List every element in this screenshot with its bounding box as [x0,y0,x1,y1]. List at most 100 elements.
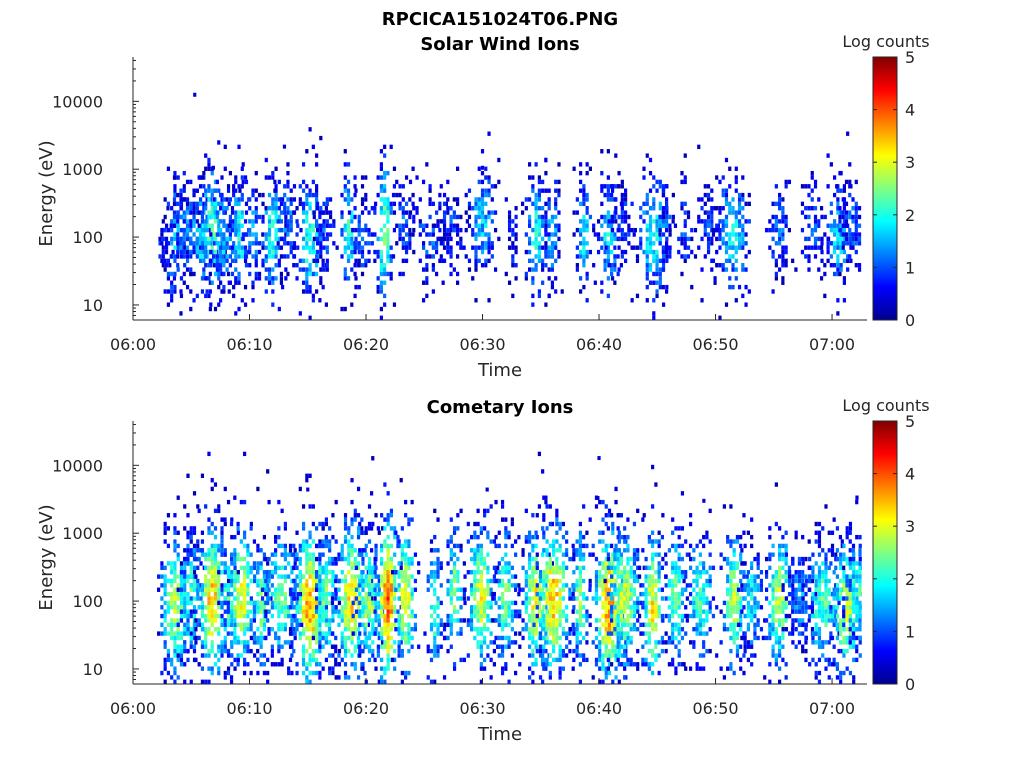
spectrogram-cell [232,284,236,290]
spectrogram-cell [449,219,453,224]
spectrogram-cell [544,223,548,228]
spectrogram-cell [210,613,214,619]
spectrogram-cell [170,578,174,584]
spectrogram-cell [367,648,372,654]
spectrogram-cell [289,227,293,233]
spectrogram-cell [680,254,684,259]
spectrogram-cell [380,543,384,549]
spectrogram-cell [213,482,218,487]
spectrogram-cell [173,596,177,601]
spectrogram-cell [212,263,216,268]
spectrogram-cell [486,552,490,557]
spectrogram-cell [328,640,332,645]
spectrogram-cell [305,219,309,224]
spectrogram-cell [807,258,811,264]
spectrogram-cell [301,543,306,549]
spectrogram-cell [186,657,190,663]
spectrogram-cell [204,644,208,649]
spectrogram-cell [397,648,401,654]
spectrogram-cell [807,214,811,220]
spectrogram-cell [836,223,840,228]
spectrogram-cell [315,587,319,592]
spectrogram-cell [259,653,263,658]
spectrogram-cell [277,197,281,202]
spectrogram-cell [542,548,546,553]
spectrogram-cell [747,249,751,255]
spectrogram-cell [210,530,214,535]
spectrogram-cell [829,241,833,246]
spectrogram-cell [350,241,354,246]
spectrogram-cell [623,249,628,255]
spectrogram-cell [356,635,361,641]
spectrogram-cell [179,188,183,193]
y-tick-label: 10000 [52,92,103,111]
spectrogram-cell [248,249,252,255]
spectrogram-cell [324,609,329,614]
spectrogram-cell [229,556,234,562]
spectrogram-cell [851,245,855,250]
spectrogram-cell [379,149,383,154]
spectrogram-cell [259,591,263,597]
spectrogram-cell [397,631,401,636]
spectrogram-cell [367,596,372,601]
spectrogram-burst [292,127,329,320]
spectrogram-cell [652,311,656,316]
spectrogram-cell [747,192,751,198]
spectrogram-cell [230,631,234,636]
spectrogram-cell [671,192,675,198]
spectrogram-cell [217,587,221,592]
spectrogram-cell [353,600,357,606]
spectrogram-cell [298,556,302,562]
spectrogram-cell [400,596,404,601]
spectrogram-cell [554,223,558,228]
spectrogram-cell [401,236,405,242]
spectrogram-cell [857,236,862,242]
spectrogram-cell [518,587,522,592]
spectrogram-cell [220,605,224,610]
spectrogram-cell [550,267,555,272]
spectrogram-cell [321,578,325,584]
spectrogram-cell [283,552,287,557]
spectrogram-cell [603,241,607,246]
spectrogram-cell [347,561,351,566]
spectrogram-cell [277,526,281,531]
spectrogram-cell [292,605,296,610]
spectrogram-cell [613,184,617,189]
spectrogram-cell [321,613,325,619]
spectrogram-cell [833,249,837,255]
spectrogram-cell [215,210,219,215]
spectrogram-cell [534,219,538,224]
spectrogram-cell [256,627,260,632]
spectrogram-cell [490,210,494,215]
spectrogram-cell [610,263,614,268]
spectrogram-cell [305,675,309,680]
spectrogram-cell [655,232,659,237]
spectrogram-cell [452,214,456,220]
spectrogram-cell [182,232,186,237]
spectrogram-cell [606,149,610,154]
spectrogram-cell [404,210,409,215]
spectrogram-cell [311,298,315,303]
spectrogram-cell [542,622,546,628]
spectrogram-cell [266,561,270,566]
spectrogram-cell [728,258,732,264]
spectrogram-cell [358,578,362,584]
spectrogram-outlier [193,92,197,97]
spectrogram-cell [225,258,229,264]
spectrogram-cell [829,210,833,215]
spectrogram-cell [308,596,312,601]
spectrogram-cell [713,276,717,281]
spectrogram-cell [324,517,329,522]
spectrogram-cell [186,543,190,549]
spectrogram-cell [192,271,196,277]
spectrogram-cell [410,644,414,649]
spectrogram-cell [367,600,372,606]
spectrogram-cell [655,223,659,228]
spectrogram-cell [202,170,206,176]
spectrogram-cell [179,289,183,294]
spectrogram-cell [353,206,357,211]
spectrogram-cell [531,640,535,645]
spectrogram-cell [521,587,525,592]
spectrogram-cell [550,561,555,566]
spectrogram-cell [183,526,187,531]
